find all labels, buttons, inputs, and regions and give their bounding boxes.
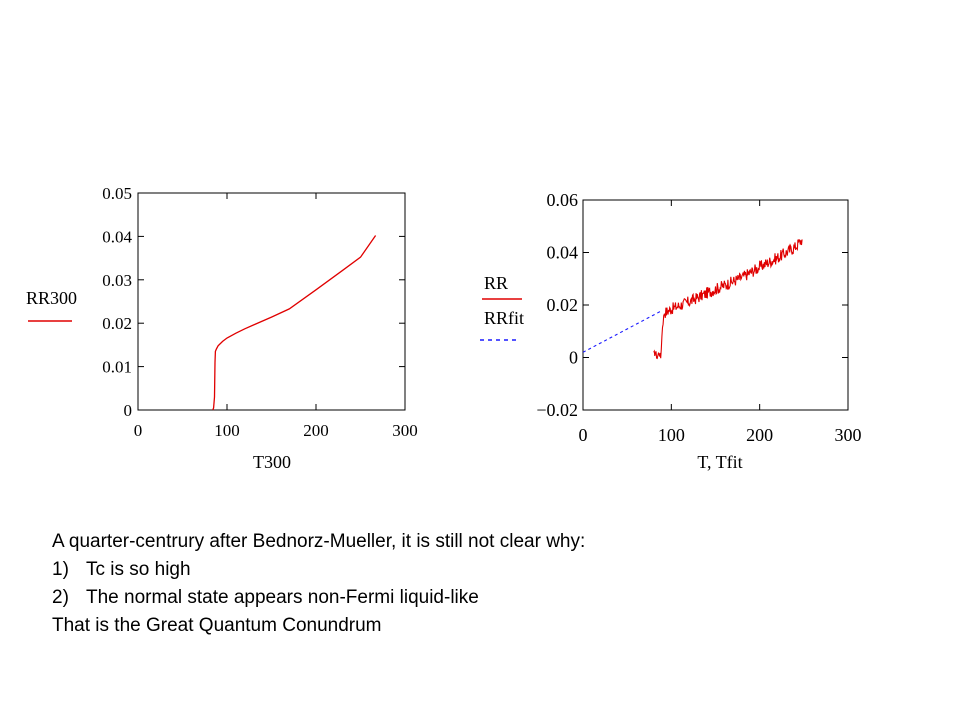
x-axis-label-left: T300 — [253, 452, 291, 472]
caption-item-2-text: The normal state appears non-Fermi liqui… — [86, 587, 479, 608]
y-tick-label-2: 0.02 — [102, 314, 132, 333]
caption-item-2-number: 2) — [52, 587, 69, 608]
y-tick-label-2: 0.02 — [547, 295, 579, 315]
x-tick-label-0: 0 — [134, 421, 143, 440]
chart-left: 0 0.01 0.02 0.03 0.04 0.05 0 100 200 300 T300 RR… — [26, 184, 418, 472]
y-tick-label-0: 0 — [124, 401, 133, 420]
legend-label-rrfit: RRfit — [484, 308, 524, 328]
caption-item-1-number: 1) — [52, 559, 69, 580]
plot-frame-left — [137, 192, 406, 411]
caption-intro: A quarter-centrury after Bednorz-Mueller… — [52, 531, 586, 552]
x-tick-label-1: 100 — [214, 421, 240, 440]
x-tick-label-3: 300 — [835, 425, 862, 445]
legend-label-rr300: RR300 — [26, 288, 77, 308]
series-group-right — [582, 238, 803, 360]
series-line-rrfit — [582, 309, 663, 353]
plot-frame-right — [582, 199, 849, 411]
y-tick-label-1: 0 — [569, 348, 578, 368]
x-axis-label-right: T, Tfit — [697, 452, 742, 472]
x-tick-label-2: 200 — [746, 425, 773, 445]
x-tick-label-3: 300 — [392, 421, 418, 440]
ticks-left — [137, 192, 406, 411]
series-group-left — [212, 235, 377, 411]
series-line-rr300 — [212, 235, 377, 411]
caption-item-1: 1) Tc is so high — [52, 556, 912, 584]
y-tick-labels-left: 0 0.01 0.02 0.03 0.04 0.05 — [102, 184, 132, 420]
y-tick-label-3: 0.04 — [547, 243, 579, 263]
caption-block: A quarter-centrury after Bednorz-Mueller… — [52, 528, 912, 640]
x-tick-label-1: 100 — [658, 425, 685, 445]
y-tick-label-3: 0.03 — [102, 271, 132, 290]
x-tick-label-0: 0 — [579, 425, 588, 445]
y-tick-label-4: 0.04 — [102, 227, 132, 246]
y-tick-label-4: 0.06 — [547, 190, 579, 210]
legend-label-rr: RR — [484, 273, 508, 293]
caption-item-2: 2) The normal state appears non-Fermi liq… — [52, 584, 912, 612]
y-tick-label-1: 0.01 — [102, 358, 132, 377]
caption-item-1-text: Tc is so high — [86, 559, 191, 580]
x-tick-labels-right: 0 100 200 300 — [579, 425, 862, 445]
x-tick-label-2: 200 — [303, 421, 329, 440]
y-tick-label-0: −0.02 — [536, 400, 578, 420]
series-line-rr — [653, 238, 803, 360]
x-tick-labels-left: 0 100 200 300 — [134, 421, 418, 440]
y-tick-label-5: 0.05 — [102, 184, 132, 203]
ticks-right — [582, 199, 849, 411]
caption-closing: That is the Great Quantum Conundrum — [52, 615, 382, 636]
y-tick-labels-right: −0.02 0 0.02 0.04 0.06 — [536, 190, 578, 420]
